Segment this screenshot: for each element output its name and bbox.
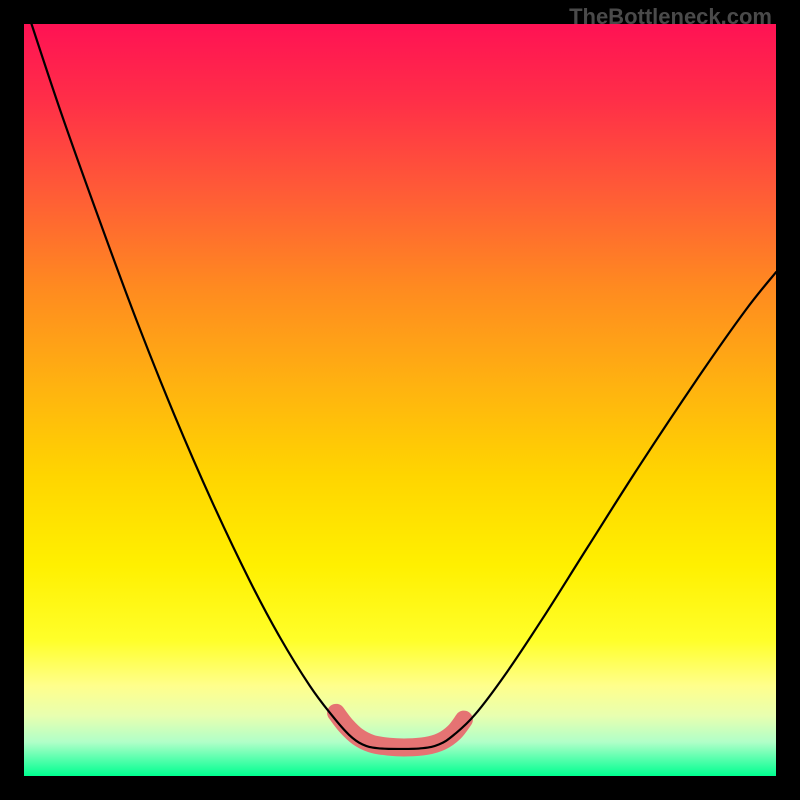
watermark-text: TheBottleneck.com — [569, 4, 772, 30]
bottleneck-chart: TheBottleneck.com — [0, 0, 800, 800]
gradient-background — [0, 0, 800, 800]
